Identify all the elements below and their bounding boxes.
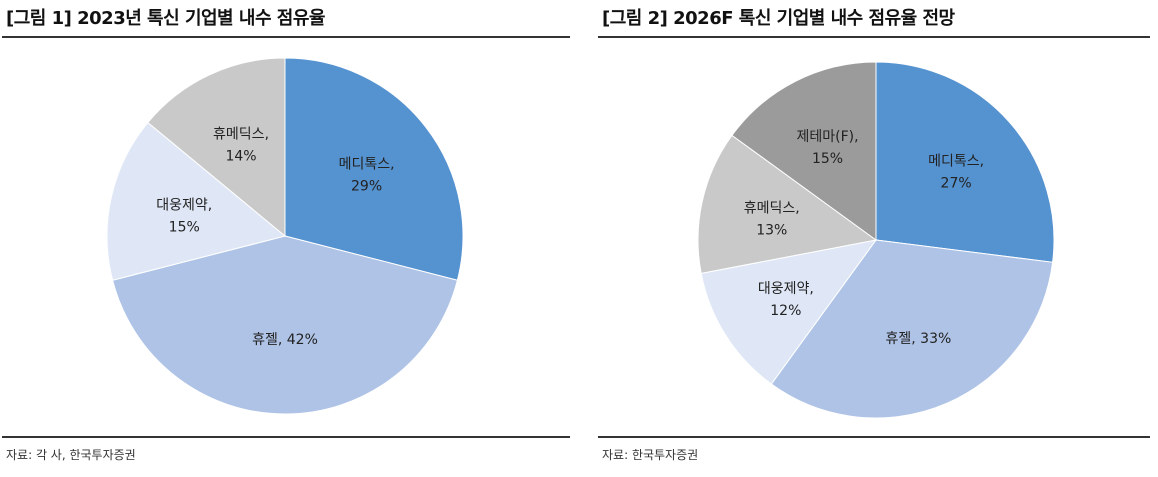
pie-slice-대웅제약 <box>700 239 878 385</box>
pie-slice-메디톡스 <box>875 61 1055 263</box>
slice-label-메디톡스: 메디톡스, 29% <box>339 157 395 195</box>
slice-label-휴메딕스: 휴메딕스, 13% <box>744 201 800 239</box>
slice-label-휴젤: 휴젤, 42% <box>252 332 318 348</box>
slice-label-휴메딕스: 휴메딕스, 14% <box>213 127 269 165</box>
pie-slice-휴젤 <box>111 235 459 415</box>
pie-slice-대웅제약 <box>106 121 287 281</box>
slice-label-메디톡스: 메디톡스, 27% <box>928 153 984 191</box>
pie-slice-제테마-f <box>731 61 877 241</box>
source-note: 자료: 각 사, 한국투자증권 <box>6 448 136 462</box>
pie-slice-휴메딕스 <box>697 134 878 274</box>
pie-slice-휴메딕스 <box>147 57 286 238</box>
bottom-rule <box>598 436 1150 438</box>
pie-slice-휴젤 <box>770 239 1054 419</box>
pie-slice-메디톡스 <box>284 57 464 281</box>
chart-title: [그림 2] 2026F 톡신 기업별 내수 점유율 전망 <box>602 8 955 29</box>
chart-panel-1: [그림 1] 2023년 톡신 기업별 내수 점유율 메디톡스, 29% 휴젤, 4… <box>2 0 570 477</box>
pie-chart-2023: 메디톡스, 29% 휴젤, 42% 대웅제약, 15%휴메딕스, 14% <box>106 57 464 415</box>
source-note: 자료: 한국투자증권 <box>602 448 699 462</box>
slice-label-대웅제약: 대웅제약, 15% <box>156 197 212 235</box>
slice-label-휴젤: 휴젤, 33% <box>886 331 952 347</box>
slice-label-대웅제약: 대웅제약, 12% <box>758 281 814 319</box>
pie-chart-2026f: 메디톡스, 27% 휴젤, 33% 대웅제약, 12% 휴메딕스, 13% 제테마(F), 15… <box>697 61 1055 419</box>
bottom-rule <box>2 436 570 438</box>
top-rule <box>2 36 570 38</box>
slice-label-제테마-f: 제테마(F), 15% <box>796 129 858 167</box>
chart-title: [그림 1] 2023년 톡신 기업별 내수 점유율 <box>6 8 325 29</box>
top-rule <box>598 36 1150 38</box>
chart-panel-2: [그림 2] 2026F 톡신 기업별 내수 점유율 전망 메디톡스, 27% 휴젤… <box>598 0 1150 477</box>
